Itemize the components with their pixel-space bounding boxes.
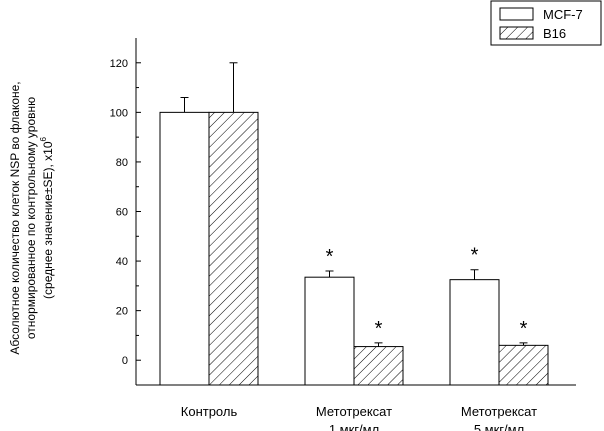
chart-labels: * * * * Контроль Метотрексат 1 мкг/мл Метотрекс… — [8, 81, 537, 431]
bar-b16-0 — [208, 111, 259, 386]
legend-label-1: MCF-7 — [543, 7, 583, 22]
bar-b16-1 — [353, 346, 404, 386]
x-tick-label: Контроль — [181, 404, 238, 419]
y-tick-label: 40 — [116, 256, 128, 268]
significance-marker: * — [326, 246, 334, 268]
y-tick-label: 60 — [116, 207, 128, 219]
bar-b16-2 — [498, 344, 549, 386]
bar-mcf-7-1 — [304, 276, 355, 386]
legend-swatch-2 — [499, 26, 534, 40]
x-tick-label: Метотрексат 5 мкг/мл — [461, 404, 537, 431]
legend-label-2: B16 — [543, 26, 566, 41]
bar-mcf-7-0 — [159, 111, 210, 386]
chart-bars — [159, 62, 549, 386]
y-tick-label: 20 — [116, 306, 128, 318]
significance-marker: * — [520, 318, 528, 340]
y-axis-label-line-3: (среднее значение±SE), x106 — [39, 136, 55, 298]
x-tick-label: Метотрексат 1 мкг/мл — [316, 404, 392, 431]
bar-mcf-7-2 — [449, 279, 500, 386]
y-tick-label: 0 — [122, 355, 128, 367]
y-tick-label: 80 — [116, 157, 128, 169]
y-tick-label: 120 — [110, 58, 128, 70]
significance-marker: * — [375, 318, 383, 340]
y-axis-label-line-1: Абсолютное количество клеток NSP во флак… — [8, 81, 22, 354]
significance-marker: * — [471, 245, 479, 267]
legend-swatch-1 — [499, 7, 534, 21]
y-axis-label-line-2: отнормированное по контрольному уровню — [24, 97, 38, 339]
y-tick-label: 100 — [110, 107, 128, 119]
y-axis-label-exponent: 6 — [39, 136, 48, 141]
chart-legend: MCF-7 B16 — [490, 0, 602, 46]
